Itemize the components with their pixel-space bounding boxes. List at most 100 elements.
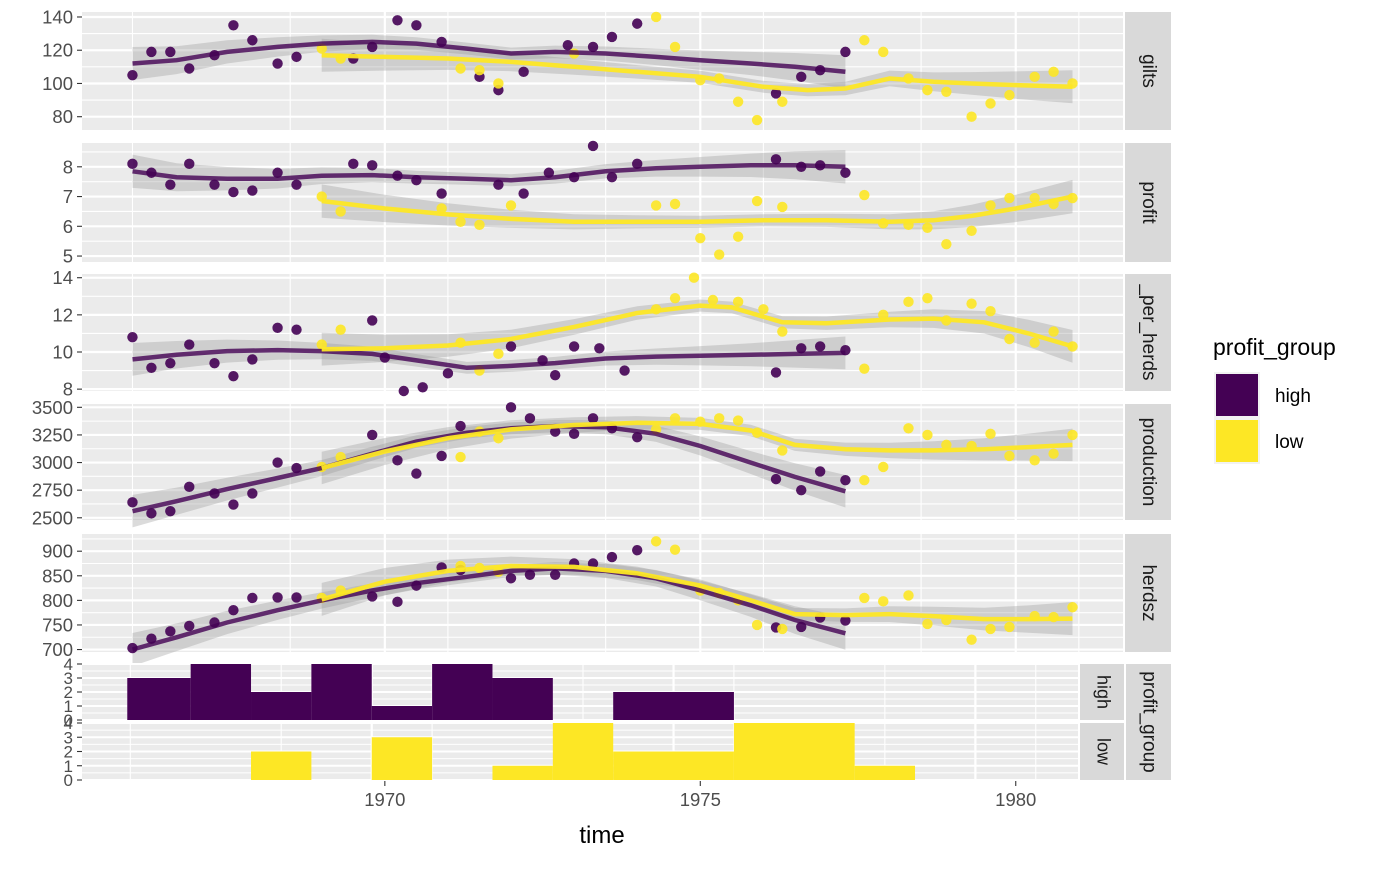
point-low xyxy=(455,63,466,74)
y-tick-label: 0 xyxy=(64,771,73,790)
point-low xyxy=(922,84,933,96)
point-low xyxy=(1004,89,1015,101)
facet-strip-label: high xyxy=(1093,675,1113,709)
point-low xyxy=(985,623,996,635)
point-high xyxy=(228,499,239,510)
point-high xyxy=(770,154,782,165)
histogram-bar-low xyxy=(854,765,916,780)
point-low xyxy=(878,596,889,607)
point-high xyxy=(367,591,378,602)
point-high xyxy=(146,46,157,58)
histogram-bar-high xyxy=(371,706,433,720)
legend-key-low xyxy=(1216,420,1258,462)
point-high xyxy=(436,450,447,462)
histogram-bar-high xyxy=(190,664,252,720)
facet-strip xyxy=(1125,12,1171,130)
point-low xyxy=(777,96,788,107)
facet-strip xyxy=(1125,534,1171,652)
y-tick-label: 3000 xyxy=(32,452,73,473)
point-low xyxy=(732,296,744,308)
y-tick-label: 1 xyxy=(64,757,73,776)
point-high xyxy=(228,605,239,616)
point-high xyxy=(796,343,807,354)
confidence-band-high xyxy=(132,562,846,667)
point-low xyxy=(1029,337,1040,348)
point-low xyxy=(859,475,870,486)
point-low xyxy=(941,439,952,451)
legend: profit_group high low xyxy=(1213,334,1336,464)
y-tick-label: 5 xyxy=(63,246,73,267)
confidence-band-high xyxy=(132,336,846,376)
point-high xyxy=(436,188,447,199)
y-tick-label: 2500 xyxy=(32,507,73,528)
point-low xyxy=(474,219,485,231)
histogram-bar-low xyxy=(371,737,433,780)
point-high xyxy=(518,66,529,78)
y-tick-label: 800 xyxy=(42,590,73,611)
point-low xyxy=(669,413,681,424)
point-high xyxy=(184,620,195,632)
point-high xyxy=(549,569,561,581)
point-low xyxy=(455,216,466,228)
y-tick-label: 750 xyxy=(42,614,73,635)
confidence-band-high xyxy=(132,150,846,192)
point-high xyxy=(367,41,378,53)
point-low xyxy=(751,619,763,631)
confidence-band-high xyxy=(132,419,846,528)
point-high xyxy=(165,505,176,517)
point-low xyxy=(669,292,681,304)
point-high xyxy=(518,188,529,199)
point-high xyxy=(632,18,643,29)
y-tick-label: 3 xyxy=(64,728,73,747)
y-tick-label: 2 xyxy=(64,683,73,702)
point-low xyxy=(985,305,996,317)
histogram-bar-low xyxy=(251,751,312,780)
y-tick-label: 3250 xyxy=(32,424,73,445)
point-high xyxy=(348,158,359,170)
smooth-line-low xyxy=(321,420,1073,471)
point-low xyxy=(1048,448,1059,459)
smooth-line-high xyxy=(132,163,846,183)
point-high xyxy=(367,429,378,441)
point-high xyxy=(184,481,195,493)
point-low xyxy=(903,590,914,601)
facet-strip-label: herdsz xyxy=(1138,564,1159,621)
point-high xyxy=(291,462,302,474)
facet-strip-label: gilts xyxy=(1138,54,1159,88)
histogram-bar-low xyxy=(492,765,553,780)
x-tick-label: 1975 xyxy=(680,789,721,810)
point-high xyxy=(127,158,138,170)
point-low xyxy=(922,429,933,441)
point-low xyxy=(505,200,517,211)
y-tick-label: 900 xyxy=(42,541,73,562)
point-low xyxy=(1067,602,1078,613)
smooth-line-high xyxy=(132,347,846,371)
facet-strip xyxy=(1080,664,1124,720)
point-high xyxy=(165,46,176,58)
point-low xyxy=(922,618,933,630)
panel-background xyxy=(82,143,1123,262)
point-low xyxy=(859,35,870,46)
point-high xyxy=(505,402,517,413)
point-low xyxy=(688,272,700,283)
point-high xyxy=(247,354,258,365)
y-tick-label: 2 xyxy=(64,743,73,762)
point-high xyxy=(417,382,428,393)
point-high xyxy=(209,357,220,369)
smooth-line-low xyxy=(321,563,1073,622)
point-high xyxy=(632,545,643,556)
histogram-bar-high xyxy=(613,692,734,720)
point-low xyxy=(922,222,933,233)
point-low xyxy=(669,198,681,210)
point-high xyxy=(228,370,239,382)
point-high xyxy=(291,179,302,190)
point-high xyxy=(796,484,807,496)
point-high xyxy=(127,69,138,81)
y-tick-label: 12 xyxy=(52,304,73,325)
point-high xyxy=(392,455,403,466)
point-low xyxy=(1029,455,1040,466)
point-low xyxy=(455,451,466,463)
point-low xyxy=(732,415,744,426)
point-low xyxy=(1067,429,1078,441)
point-low xyxy=(335,324,346,335)
